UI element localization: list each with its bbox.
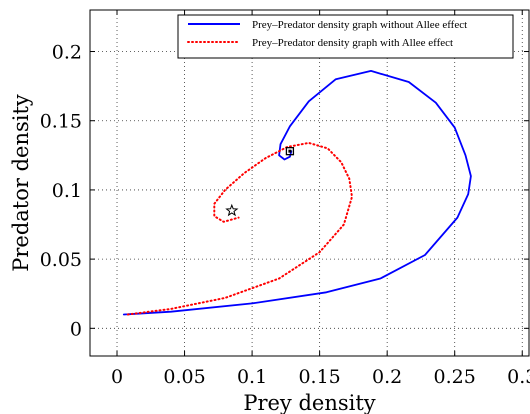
- y-tick-label: 0: [70, 318, 82, 340]
- legend-label-without-allee: Prey–Predator density graph without Alle…: [252, 19, 467, 31]
- x-tick-label: 0.05: [163, 366, 205, 388]
- y-tick-label: 0.15: [40, 111, 82, 133]
- grid-lines: [90, 10, 529, 356]
- markers-layer: [225, 147, 295, 217]
- x-tick-label: 0: [111, 366, 123, 388]
- y-tick-label: 0.05: [40, 249, 82, 271]
- y-tick-label: 0.1: [52, 180, 82, 202]
- x-axis-label: Prey density: [243, 391, 375, 414]
- y-axis-label: Predator density: [9, 94, 33, 272]
- series-line-with-allee: [126, 141, 353, 316]
- legend-box: [177, 14, 514, 59]
- series-line-without-allee: [122, 70, 472, 316]
- equilibrium-square-marker: [285, 147, 295, 156]
- legend: Prey–Predator density graph without Alle…: [177, 14, 514, 59]
- equilibrium-square-marker-center: [288, 149, 292, 153]
- x-tick-label: 0.3: [507, 366, 530, 388]
- x-tick-label: 0.15: [298, 366, 340, 388]
- x-tick-label: 0.2: [372, 366, 402, 388]
- legend-label-with-allee: Prey–Predator density graph with Allee e…: [252, 37, 453, 49]
- x-tick-label: 0.25: [434, 366, 476, 388]
- y-tick-label: 0.2: [52, 42, 82, 64]
- plot-frame: [89, 9, 530, 357]
- series-layer: [122, 70, 472, 316]
- x-tick-label: 0.1: [237, 366, 267, 388]
- axis-ticks: 0 0.05 0.1 0.15 0.2 0.25 0.3 0 0.05 0.1 0.15 0.2: [40, 10, 530, 388]
- start-point-star-marker: [225, 203, 239, 217]
